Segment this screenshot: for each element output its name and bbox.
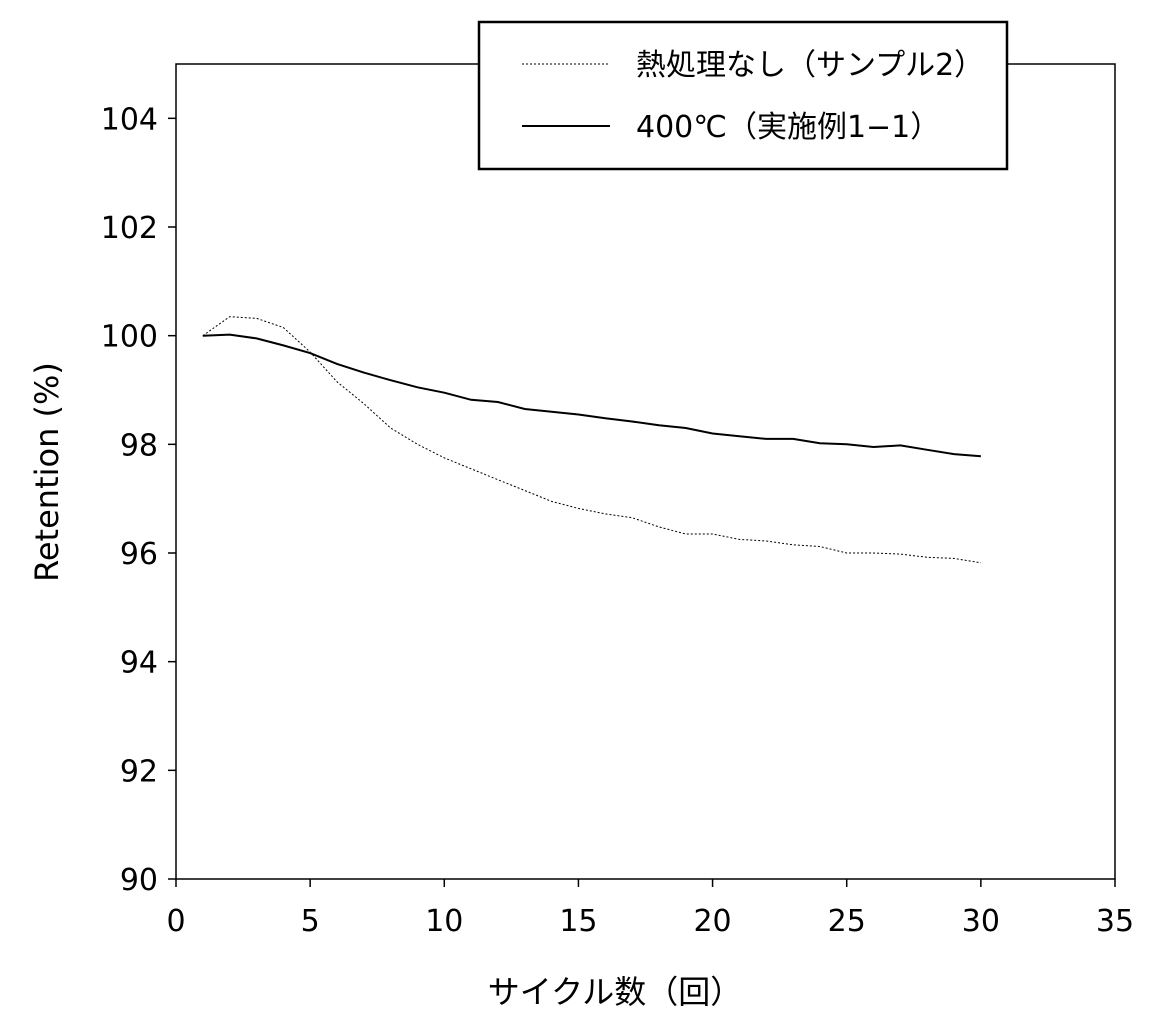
y-axis-ticks: 90 92 94 96 98 100 102 104 — [101, 102, 176, 898]
y-axis-label: Retention (%) — [28, 362, 66, 582]
x-axis-label: サイクル数（回） — [488, 973, 742, 1011]
y-tick-label: 98 — [120, 428, 158, 463]
x-tick-label: 5 — [301, 904, 320, 939]
y-tick-label: 104 — [101, 102, 158, 137]
series-layer — [202, 316, 981, 564]
x-tick-label: 0 — [166, 904, 185, 939]
y-tick-label: 92 — [120, 754, 158, 789]
series-line-2 — [202, 333, 981, 458]
y-tick-label: 94 — [120, 646, 158, 681]
x-tick-label: 20 — [693, 904, 731, 939]
x-tick-label: 30 — [962, 904, 1000, 939]
y-tick-label: 102 — [101, 211, 158, 246]
legend-label-series-1: 熱処理なし（サンプル2） — [636, 48, 984, 83]
y-tick-label: 100 — [101, 320, 158, 355]
legend-label-series-2: 400℃（実施例1−1） — [636, 110, 940, 145]
x-tick-label: 25 — [828, 904, 866, 939]
series-line-1 — [202, 316, 981, 564]
y-tick-label: 96 — [120, 537, 158, 572]
plot-area — [175, 63, 1116, 880]
x-tick-label: 15 — [559, 904, 597, 939]
legend: 熱処理なし（サンプル2） 400℃（実施例1−1） — [477, 20, 1009, 171]
legend-box — [477, 20, 1009, 171]
y-tick-label: 90 — [120, 863, 158, 898]
x-tick-label: 10 — [425, 904, 463, 939]
x-tick-label: 35 — [1096, 904, 1134, 939]
x-axis-ticks: 0 5 10 15 20 25 30 35 — [166, 879, 1134, 939]
